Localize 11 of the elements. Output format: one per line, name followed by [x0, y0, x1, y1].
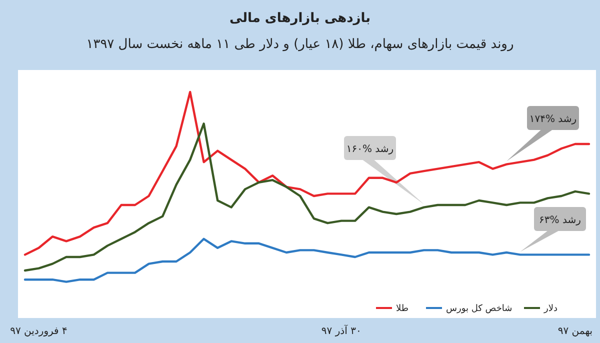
annotation: رشد %۱۷۴ — [529, 114, 577, 125]
chart-title: بازدهی بازارهای مالی — [229, 11, 371, 26]
annotation: رشد %۱۶۰ — [346, 144, 394, 155]
legend-label: طلا — [396, 304, 409, 314]
annotation: رشد %۶۳ — [539, 215, 582, 226]
x-tick-label: ۳۰ آذر ۹۷ — [321, 324, 362, 337]
legend-label: شاخص کل بورس — [446, 304, 512, 314]
chart-subtitle: روند قیمت بازارهای سهام، طلا (۱۸ عیار) و دلار طی ۱۱ ماهه نخست سال ۱۳۹۷ — [86, 37, 514, 52]
x-tick-label: ۴ فروردین ۹۷ — [10, 326, 68, 337]
x-tick-label: بهمن ۹۷ — [558, 326, 593, 337]
legend-label: دلار — [543, 304, 558, 314]
